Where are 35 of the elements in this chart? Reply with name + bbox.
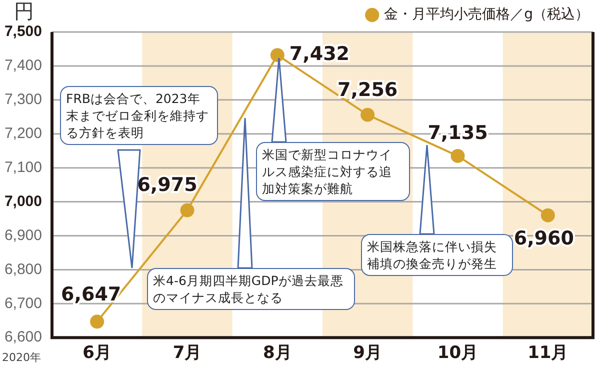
- x-tick-label: 9月: [353, 343, 382, 364]
- text: 7,135: [428, 122, 488, 144]
- y-tick-label: 7,200: [4, 125, 42, 142]
- text: 7,432: [289, 43, 350, 66]
- annotation: 米国で新型コロナウイルス感染症に対する追加対策案が難航: [256, 142, 410, 201]
- annotation: FRBは会合で、2023年末までゼロ金利を維持する方針を表明: [60, 86, 218, 145]
- y-tick-label: 6,900: [4, 226, 42, 244]
- text: 6,647: [61, 284, 122, 306]
- y-tick-label: 7,500: [4, 23, 42, 40]
- y-tick-label: 7,100: [4, 158, 42, 176]
- annotation: 米国株急落に伴い損失補填の換金売りが発生: [361, 234, 513, 276]
- y-tick-label: 7,300: [4, 91, 42, 108]
- x-tick-label: 11月: [528, 343, 568, 364]
- point: [180, 203, 194, 218]
- y-tick-label: 6,600: [4, 328, 42, 346]
- text: 7,256: [338, 78, 398, 101]
- x-tick-label: 8月: [262, 343, 292, 364]
- annotation: 米4-6月期四半期GDPが過去最悪のマイナス成長となる: [147, 268, 355, 310]
- y-tick-label: 7,400: [4, 57, 42, 74]
- text: 6,975: [137, 174, 198, 196]
- point: [270, 48, 284, 62]
- point: [90, 314, 104, 329]
- x-tick-label: 7月: [172, 343, 202, 364]
- text: 6,960: [514, 227, 574, 250]
- legend-label: 金・月平均小売価格／g（税込）: [384, 6, 590, 23]
- x-tick-label: 10月: [437, 343, 478, 364]
- point: [360, 108, 375, 122]
- y-axis-title: 円: [14, 0, 34, 25]
- point: [540, 208, 555, 222]
- y-tick-label: 7,000: [4, 192, 42, 210]
- y-tick-label: 6,800: [4, 260, 42, 278]
- text: 2020年: [2, 350, 41, 365]
- point: [450, 148, 465, 163]
- x-tick-label: 6月: [82, 343, 112, 364]
- y-tick-label: 6,700: [4, 294, 42, 312]
